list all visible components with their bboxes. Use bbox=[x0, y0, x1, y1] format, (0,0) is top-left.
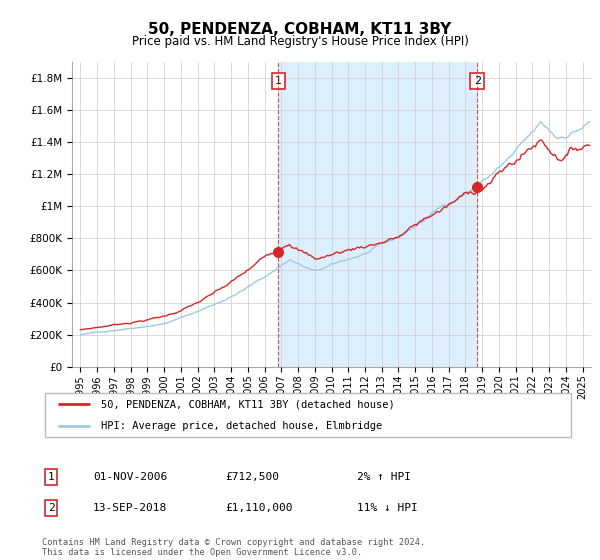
Text: 13-SEP-2018: 13-SEP-2018 bbox=[93, 503, 167, 513]
Text: 2: 2 bbox=[47, 503, 55, 513]
Text: £712,500: £712,500 bbox=[225, 472, 279, 482]
Text: Price paid vs. HM Land Registry's House Price Index (HPI): Price paid vs. HM Land Registry's House … bbox=[131, 35, 469, 48]
Text: 1: 1 bbox=[47, 472, 55, 482]
Text: 01-NOV-2006: 01-NOV-2006 bbox=[93, 472, 167, 482]
Text: 11% ↓ HPI: 11% ↓ HPI bbox=[357, 503, 418, 513]
Text: 1: 1 bbox=[275, 76, 282, 86]
Text: 2: 2 bbox=[474, 76, 481, 86]
Text: £1,110,000: £1,110,000 bbox=[225, 503, 293, 513]
FancyBboxPatch shape bbox=[44, 393, 571, 437]
Text: 2% ↑ HPI: 2% ↑ HPI bbox=[357, 472, 411, 482]
Text: 50, PENDENZA, COBHAM, KT11 3BY (detached house): 50, PENDENZA, COBHAM, KT11 3BY (detached… bbox=[101, 399, 394, 409]
Bar bbox=[278, 62, 477, 367]
Text: Contains HM Land Registry data © Crown copyright and database right 2024.
This d: Contains HM Land Registry data © Crown c… bbox=[42, 538, 425, 557]
Text: HPI: Average price, detached house, Elmbridge: HPI: Average price, detached house, Elmb… bbox=[101, 421, 382, 431]
Text: 50, PENDENZA, COBHAM, KT11 3BY: 50, PENDENZA, COBHAM, KT11 3BY bbox=[148, 22, 452, 38]
